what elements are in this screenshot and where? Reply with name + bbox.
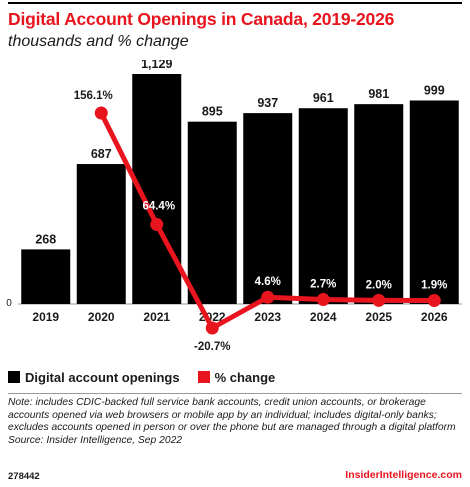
pct-label-2025: 2.0% bbox=[366, 279, 392, 291]
pct-label-2023: 4.6% bbox=[255, 276, 281, 288]
bar-2024 bbox=[298, 108, 348, 304]
pct-point-2022 bbox=[205, 321, 219, 335]
x-tick-label-2020: 2020 bbox=[88, 310, 115, 324]
y-axis-zero-label: 0 bbox=[6, 298, 12, 309]
bar-2020 bbox=[76, 164, 126, 304]
bar-label-2019: 268 bbox=[35, 232, 56, 246]
pct-label-2020: 156.1% bbox=[74, 90, 113, 102]
legend-swatch-pct-change bbox=[197, 371, 210, 383]
pct-point-2020 bbox=[94, 106, 108, 120]
note-text: Note: includes CDIC-backed full service … bbox=[8, 397, 456, 434]
legend-item-pct-change: % change bbox=[197, 369, 276, 385]
pct-label-2026: 1.9% bbox=[421, 280, 447, 292]
bar-2019 bbox=[21, 249, 71, 304]
bar-label-2026: 999 bbox=[424, 83, 445, 97]
pct-point-2025 bbox=[372, 293, 386, 307]
bar-2022 bbox=[187, 121, 237, 304]
chart-subtitle: thousands and % change bbox=[8, 33, 189, 50]
bar-2026 bbox=[409, 100, 459, 304]
pct-point-2024 bbox=[316, 293, 330, 307]
legend-swatch-openings bbox=[8, 371, 20, 383]
legend-label-pct-change: % change bbox=[214, 369, 276, 385]
pct-point-2021 bbox=[150, 218, 164, 232]
chart-note: Note: includes CDIC-backed full service … bbox=[8, 397, 462, 447]
x-tick-label-2023: 2023 bbox=[254, 310, 281, 324]
note-divider bbox=[8, 393, 462, 394]
legend-label-openings: Digital account openings bbox=[25, 369, 180, 385]
top-rule bbox=[8, 2, 462, 4]
pct-label-2024: 2.7% bbox=[310, 279, 336, 291]
x-tick-label-2024: 2024 bbox=[310, 310, 337, 324]
x-tick-label-2026: 2026 bbox=[421, 310, 448, 324]
legend-item-openings: Digital account openings bbox=[8, 370, 180, 385]
bar-2023 bbox=[243, 113, 293, 304]
bar-label-2023: 937 bbox=[257, 96, 278, 110]
brand-logo: InsiderIntelligence.com bbox=[345, 469, 462, 481]
chart-title: Digital Account Openings in Canada, 2019… bbox=[8, 9, 395, 29]
legend: Digital account openings % change bbox=[8, 369, 293, 385]
pct-label-2021: 64.4% bbox=[142, 201, 175, 213]
bar-label-2022: 895 bbox=[202, 105, 223, 119]
pct-label-2022: -20.7% bbox=[194, 341, 230, 353]
x-tick-label-2019: 2019 bbox=[32, 310, 59, 324]
bar-label-2025: 981 bbox=[368, 87, 389, 101]
x-tick-label-2025: 2025 bbox=[365, 310, 392, 324]
bar-label-2024: 961 bbox=[313, 91, 334, 105]
bar-label-2021: 1,129 bbox=[141, 60, 172, 71]
bar-label-2020: 687 bbox=[91, 147, 112, 161]
pct-point-2026 bbox=[427, 294, 441, 308]
pct-point-2023 bbox=[261, 290, 275, 304]
x-tick-label-2021: 2021 bbox=[143, 310, 170, 324]
chart-id: 278442 bbox=[8, 471, 40, 482]
source-text: Source: Insider Intelligence, Sep 2022 bbox=[8, 434, 183, 446]
chart-canvas: 0268201968720201,12920218952022937202396… bbox=[6, 60, 462, 353]
bar-2025 bbox=[354, 104, 404, 304]
